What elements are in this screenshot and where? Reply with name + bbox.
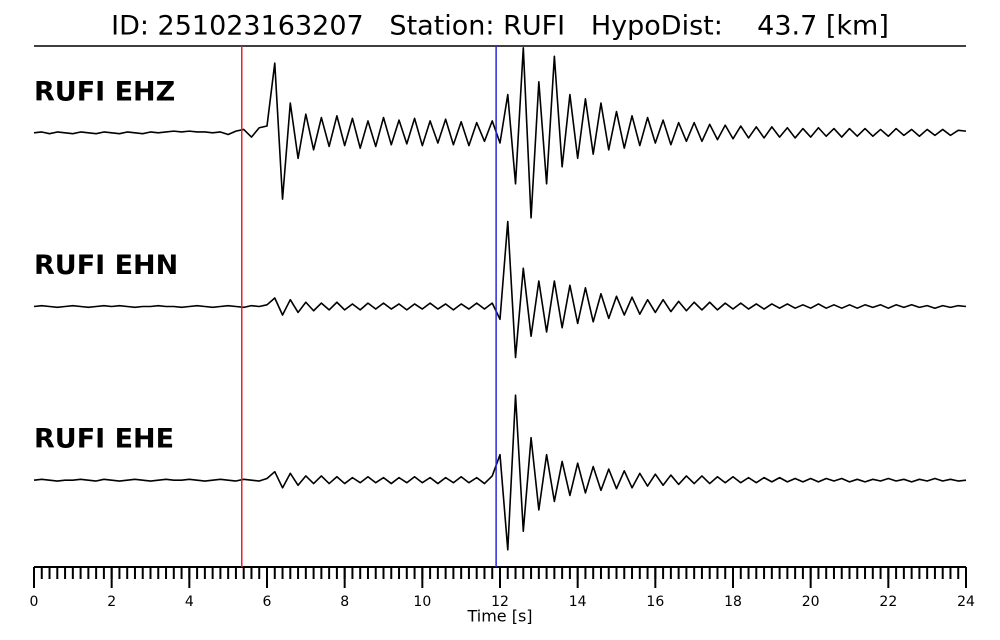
waveform [33, 220, 967, 359]
x-tick-label: 2 [107, 594, 116, 610]
x-tick-label: 18 [724, 594, 742, 610]
x-tick-label: 14 [569, 594, 587, 610]
x-tick-label: 22 [879, 594, 897, 610]
x-tick-label: 8 [340, 594, 349, 610]
trace-label: RUFI EHZ [34, 76, 175, 107]
waveform [33, 47, 967, 219]
trace-label: RUFI EHE [34, 424, 174, 455]
trace-label: RUFI EHN [34, 250, 178, 281]
x-tick-label: 4 [185, 594, 194, 610]
x-tick-label: 20 [802, 594, 820, 610]
x-tick-label: 24 [957, 594, 975, 610]
x-tick-label: 10 [413, 594, 431, 610]
chart-title: ID: 251023163207 Station: RUFI HypoDist:… [111, 11, 889, 42]
waveform [33, 394, 967, 551]
x-tick-label: 12 [491, 594, 509, 610]
x-axis-label: Time [s] [466, 607, 532, 626]
x-tick-label: 16 [646, 594, 664, 610]
x-tick-label: 6 [263, 594, 272, 610]
x-tick-label: 0 [30, 594, 39, 610]
